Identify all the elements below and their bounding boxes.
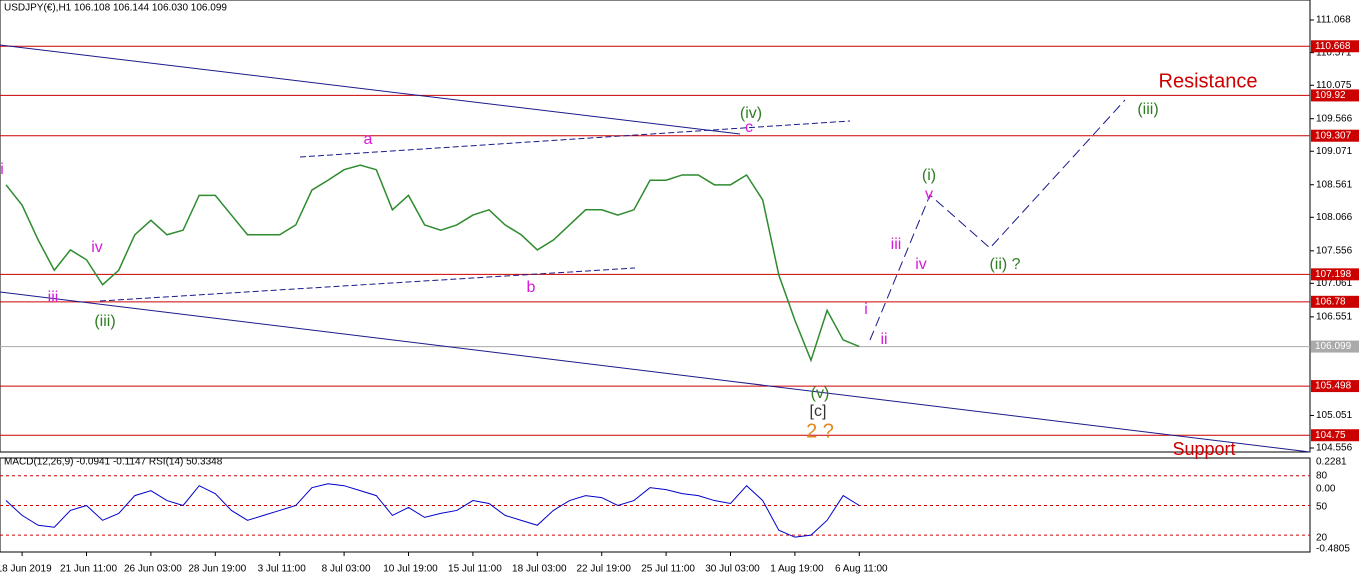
wave-label: (iii) xyxy=(94,313,115,330)
level-box xyxy=(1311,40,1359,53)
trendline xyxy=(99,267,636,302)
level-box xyxy=(1311,268,1359,281)
y-tick-label: 109.071 xyxy=(1316,146,1353,157)
indicator-tick-label: 0.00 xyxy=(1316,484,1336,495)
wave-label: (ii) ? xyxy=(989,256,1020,273)
x-tick-label: 25 Jul 11:00 xyxy=(641,564,695,575)
x-tick-label: 15 Jul 11:00 xyxy=(448,564,502,575)
wave-label: iv xyxy=(915,256,927,273)
x-tick-label: 3 Jul 11:00 xyxy=(258,564,307,575)
wave-label: c xyxy=(745,119,753,136)
x-tick-label: 1 Aug 19:00 xyxy=(770,564,824,575)
wave-label: (v) xyxy=(811,385,830,402)
level-label: 107.198 xyxy=(1315,269,1352,280)
indicator-tick-label: 20 xyxy=(1316,533,1328,544)
y-tick-label: 105.051 xyxy=(1316,410,1353,421)
x-tick-label: 26 Jun 03:00 xyxy=(124,564,182,575)
wave-label: iv xyxy=(91,239,103,256)
support-label: Support xyxy=(1172,439,1235,459)
y-tick-label: 108.066 xyxy=(1316,212,1353,223)
wave-label: ii xyxy=(880,331,887,348)
y-tick-label: 107.556 xyxy=(1316,245,1353,256)
current-price-box xyxy=(1311,340,1359,353)
price-frame xyxy=(0,0,1311,453)
level-label: 109.307 xyxy=(1315,130,1352,141)
indicator-tick-label: 80 xyxy=(1316,471,1328,482)
y-tick-label: 111.068 xyxy=(1316,15,1351,26)
x-tick-label: 30 Jul 03:00 xyxy=(705,564,760,575)
wave-label: a xyxy=(364,131,373,148)
level-label: 109.92 xyxy=(1315,90,1346,101)
y-tick-label: 104.556 xyxy=(1316,443,1353,454)
indicator-tick-label: -0.4805 xyxy=(1316,544,1350,555)
level-label: 104.75 xyxy=(1315,430,1346,441)
y-tick-label: 109.566 xyxy=(1316,113,1353,124)
indicator-tick-label: 0.2281 xyxy=(1316,457,1347,468)
indicator-title: MACD(12,26,9) -0.0941 -0.1147 RSI(14) 50… xyxy=(4,457,223,468)
symbol-header: USDJPY(€),H1 106.108 106.144 106.030 106… xyxy=(4,3,227,14)
indicator-tick-label: 50 xyxy=(1316,502,1328,513)
level-box xyxy=(1311,295,1359,308)
x-tick-label: 21 Jun 11:00 xyxy=(60,564,118,575)
y-tick-label: 106.551 xyxy=(1316,312,1353,323)
wave-label: b xyxy=(527,279,536,296)
level-box xyxy=(1311,380,1359,393)
wave-label: (i) xyxy=(922,167,936,184)
level-box xyxy=(1311,129,1359,142)
wave-label: iii xyxy=(891,236,902,253)
x-tick-label: 10 Jul 19:00 xyxy=(383,564,438,575)
level-box xyxy=(1311,89,1359,102)
y-tick-label: 108.561 xyxy=(1316,179,1353,190)
price-line xyxy=(5,164,860,363)
wave-label: [c] xyxy=(810,403,827,420)
y-tick-label: 110.075 xyxy=(1316,80,1352,91)
resistance-label: Resistance xyxy=(1159,70,1258,92)
wave-label: 2 ? xyxy=(806,420,834,442)
level-label: 110.668 xyxy=(1315,41,1351,52)
x-tick-label: 8 Jul 03:00 xyxy=(322,564,371,575)
y-tick-label: 110.571 xyxy=(1316,47,1352,58)
y-tick-label: 107.061 xyxy=(1316,278,1353,289)
rsi-line xyxy=(5,483,860,538)
wave-label: iii xyxy=(48,289,59,306)
trendline xyxy=(299,120,851,158)
x-tick-label: 22 Jul 19:00 xyxy=(576,564,631,575)
level-box xyxy=(1311,429,1359,442)
level-label: 106.78 xyxy=(1315,296,1346,307)
x-tick-label: 6 Aug 11:00 xyxy=(835,564,888,575)
x-tick-label: 28 Jun 19:00 xyxy=(188,564,246,575)
level-label: 105.498 xyxy=(1315,381,1352,392)
current-price-label: 106.099 xyxy=(1315,341,1352,352)
trendline xyxy=(0,291,1311,453)
trendline xyxy=(0,44,741,135)
wave-label: i xyxy=(864,301,868,318)
projection xyxy=(869,99,1126,341)
wave-label: (iii) xyxy=(1137,101,1158,118)
wave-label: i xyxy=(0,161,4,178)
wave-label: v xyxy=(925,186,933,203)
x-tick-label: 18 Jul 03:00 xyxy=(512,564,567,575)
x-tick-label: 18 Jun 2019 xyxy=(0,564,52,575)
wave-label: (iv) xyxy=(740,105,762,122)
